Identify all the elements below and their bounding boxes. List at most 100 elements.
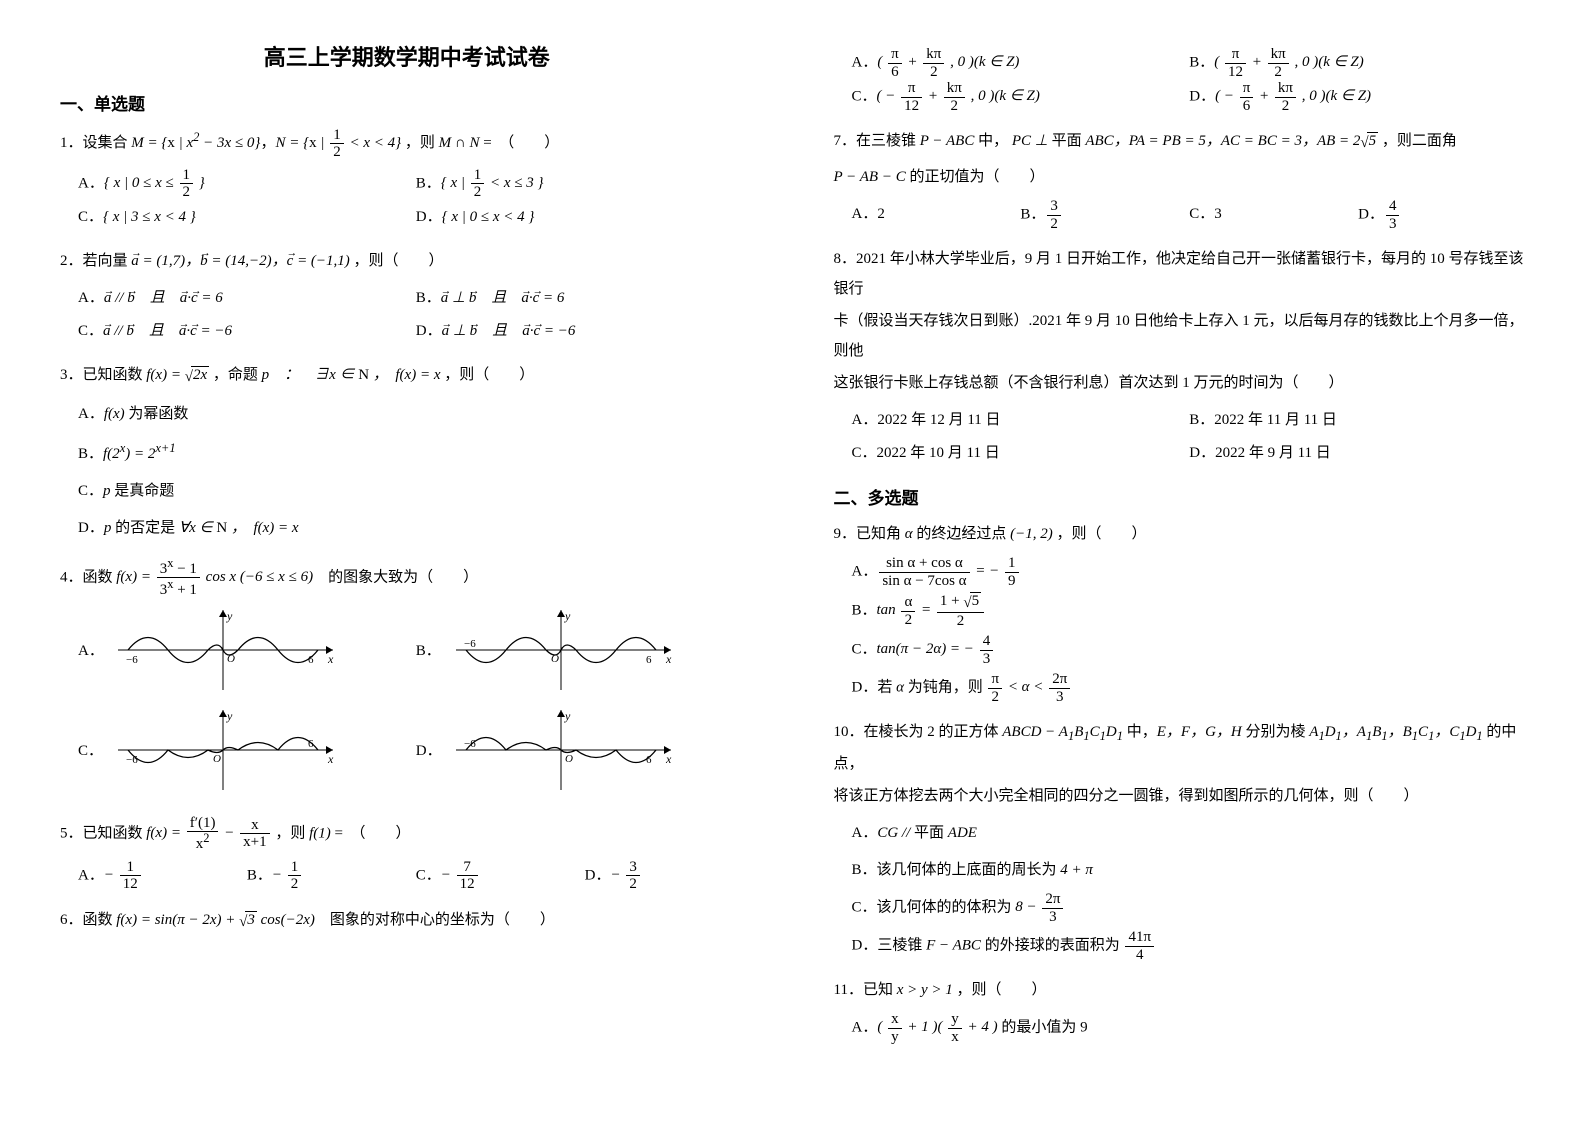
q9: 9．已知角 α 的终边经过点 (−1, 2) ，则（ ）	[834, 519, 1528, 549]
q2-B: B．a ⊥ b 且 a·c = 6	[416, 282, 754, 315]
q5: 5．已知函数 f(x) = f′(1)x2 − xx+1 ，则 f(1) = （…	[60, 815, 754, 853]
q1-stem-prefix: 1．设集合	[60, 135, 131, 151]
q7-options: A．2 B．32 C．3 D．43	[852, 198, 1528, 232]
q8-l2: 卡（假设当天存钱次日到账）.2021 年 9 月 10 日他给卡上存入 1 元，…	[834, 306, 1528, 366]
q2: 2．若向量 a = (1,7)，b = (14,−2)，c = (−1,1) ，…	[60, 246, 754, 276]
svg-text:y: y	[226, 609, 233, 623]
q3-fx: f(x) = √2x	[146, 367, 209, 383]
q6-A: A．( π6 + kπ2 , 0 )(k ∈ Z)	[852, 46, 1190, 80]
svg-text:x: x	[327, 752, 334, 766]
q4-tail: 的图象大致为（ ）	[313, 569, 478, 585]
svg-text:−6: −6	[464, 638, 476, 650]
svg-text:−6: −6	[464, 738, 476, 750]
q1-MN: M ∩ N	[439, 135, 480, 151]
q11-A: A．( xy + 1 )( yx + 4 ) 的最小值为 9	[852, 1011, 1528, 1045]
q1-set-M: M = {x | x2 − 3x ≤ 0}	[131, 135, 260, 151]
q5-A: A．− 112	[78, 859, 247, 893]
svg-text:y: y	[564, 609, 571, 623]
q8-D: D．2022 年 9 月 11 日	[1189, 437, 1527, 470]
q4-graph-A: A． y x O −66	[78, 605, 416, 695]
svg-text:x: x	[327, 652, 334, 666]
q1-options: A．{ x | 0 ≤ x ≤ 12 } B．{ x | 12 < x ≤ 3 …	[78, 167, 754, 234]
svg-text:x: x	[665, 652, 672, 666]
q1-end: = （ ）	[479, 135, 559, 151]
q5-B: B．− 12	[247, 859, 416, 893]
q3-stem: 3．已知函数	[60, 367, 146, 383]
q5-stem: 5．已知函数	[60, 825, 146, 841]
q6: 6．函数 f(x) = sin(π − 2x) + √3 cos(−2x) 图象…	[60, 905, 754, 937]
q5-options: A．− 112 B．− 12 C．− 712 D．− 32	[78, 859, 754, 893]
q10-l1: 10．在棱长为 2 的正方体 ABCD − A1B1C1D1 中，E，F，G，H…	[834, 717, 1528, 779]
q3-mid: ，命题	[209, 367, 262, 383]
q10-C: C．该几何体的的体积为 8 − 2π3	[852, 891, 1528, 925]
q2-tail: ，则（ ）	[350, 253, 444, 269]
svg-text:6: 6	[646, 654, 652, 666]
q2-D: D．a ⊥ b 且 a·c = −6	[416, 315, 754, 348]
q4-svg-A: y x O −66	[108, 605, 338, 695]
q1: 1．设集合 M = {x | x2 − 3x ≤ 0}，N = {x | 12 …	[60, 125, 754, 161]
svg-text:x: x	[665, 752, 672, 766]
left-column: 高三上学期数学期中考试试卷 一、单选题 1．设集合 M = {x | x2 − …	[60, 40, 754, 1057]
q11-options: A．( xy + 1 )( yx + 4 ) 的最小值为 9	[852, 1011, 1528, 1045]
q5-fx: f(x) = f′(1)x2 − xx+1	[146, 825, 271, 841]
q3-B: B．f(2x) = 2x+1	[78, 435, 754, 471]
right-column: A．( π6 + kπ2 , 0 )(k ∈ Z) B．( π12 + kπ2 …	[834, 40, 1528, 1057]
svg-text:−6: −6	[126, 654, 138, 666]
q4-graph-B: B． y x O −66	[416, 605, 754, 695]
q10-l2: 将该正方体挖去两个大小完全相同的四分之一圆锥，得到如图所示的几何体，则（ ）	[834, 781, 1528, 811]
q4-graph-D: D． y x O −66	[416, 705, 754, 795]
q6-D: D．( − π6 + kπ2 , 0 )(k ∈ Z)	[1189, 80, 1527, 114]
q2-stem: 2．若向量	[60, 253, 131, 269]
q7-A: A．2	[852, 198, 1021, 232]
q7: 7．在三棱锥 P − ABC 中， PC ⊥ 平面 ABC，PA = PB = …	[834, 126, 1528, 158]
q6-fx: f(x) = sin(π − 2x) + √3 cos(−2x)	[116, 912, 315, 928]
q10-D: D．三棱锥 F − ABC 的外接球的表面积为 41π4	[852, 929, 1528, 963]
q1-B: B．{ x | 12 < x ≤ 3 }	[416, 167, 754, 201]
q7-C: C．3	[1189, 198, 1358, 232]
q3-D: D．p 的否定是 ∀x ∈ N ， f(x) = x	[78, 512, 754, 545]
q3-tail: ，则（ ）	[441, 367, 535, 383]
q7-line2: P − AB − C 的正切值为（ ）	[834, 162, 1528, 192]
svg-text:y: y	[226, 709, 233, 723]
q6-C: C．( − π12 + kπ2 , 0 )(k ∈ Z)	[852, 80, 1190, 114]
q8-options: A．2022 年 12 月 11 日 B．2022 年 11 月 11 日 C．…	[852, 404, 1528, 470]
q5-D: D．− 32	[585, 859, 754, 893]
q9-B: B．tan α2 = 1 + √52	[852, 593, 1528, 629]
q4-svg-D: y x O −66	[446, 705, 676, 795]
q2-options: A．a // b 且 a·c = 6 B．a ⊥ b 且 a·c = 6 C．a…	[78, 282, 754, 348]
svg-text:O: O	[565, 753, 573, 765]
q5-tail: = （ ）	[331, 825, 411, 841]
q10-B: B．该几何体的上底面的周长为 4 + π	[852, 854, 1528, 887]
q2-vectors: a = (1,7)，b = (14,−2)，c = (−1,1)	[131, 253, 350, 269]
q9-D: D．若 α 为钝角，则 π2 < α < 2π3	[852, 671, 1528, 705]
q9-options: A．sin α + cos αsin α − 7cos α = − 19 B．t…	[852, 555, 1528, 705]
q1-D: D．{ x | 0 ≤ x < 4 }	[416, 201, 754, 234]
q9-C: C．tan(π − 2α) = − 43	[852, 633, 1528, 667]
q6-B: B．( π12 + kπ2 , 0 )(k ∈ Z)	[1189, 46, 1527, 80]
q4-graph-C: C． y x O −66	[78, 705, 416, 795]
q3-options: A．f(x) 为幂函数 B．f(2x) = 2x+1 C．p 是真命题 D．p …	[78, 398, 754, 545]
q10-options: A．CG // 平面 ADE B．该几何体的上底面的周长为 4 + π C．该几…	[852, 817, 1528, 963]
q8-l3: 这张银行卡账上存钱总额（不含银行利息）首次达到 1 万元的时间为（ ）	[834, 368, 1528, 398]
q7-B: B．32	[1020, 198, 1189, 232]
svg-text:O: O	[213, 753, 221, 765]
q1-tail: ，则	[401, 135, 439, 151]
q4-fx: f(x) = 3x − 13x + 1 cos x (−6 ≤ x ≤ 6)	[116, 569, 313, 585]
q3-A: A．f(x) 为幂函数	[78, 398, 754, 431]
q8-B: B．2022 年 11 月 11 日	[1189, 404, 1527, 437]
q5-mid: ，则	[272, 825, 310, 841]
section-2-heading: 二、多选题	[834, 484, 1528, 509]
q11: 11．已知 x > y > 1 ，则（ ）	[834, 975, 1528, 1005]
q4: 4．函数 f(x) = 3x − 13x + 1 cos x (−6 ≤ x ≤…	[60, 557, 754, 599]
q1-set-N: N = {x | 12 < x < 4}	[275, 135, 401, 151]
q7-D: D．43	[1358, 198, 1527, 232]
q8-C: C．2022 年 10 月 11 日	[852, 437, 1190, 470]
q1-comma: ，	[260, 135, 275, 151]
q4-svg-C: y x O −66	[108, 705, 338, 795]
q4-stem: 4．函数	[60, 569, 116, 585]
q1-C: C．{ x | 3 ≤ x < 4 }	[78, 201, 416, 234]
q6-tail: 图象的对称中心的坐标为（ ）	[315, 912, 555, 928]
q9-A: A．sin α + cos αsin α − 7cos α = − 19	[852, 555, 1528, 589]
page: 高三上学期数学期中考试试卷 一、单选题 1．设集合 M = {x | x2 − …	[60, 40, 1527, 1057]
q10-A: A．CG // 平面 ADE	[852, 817, 1528, 850]
